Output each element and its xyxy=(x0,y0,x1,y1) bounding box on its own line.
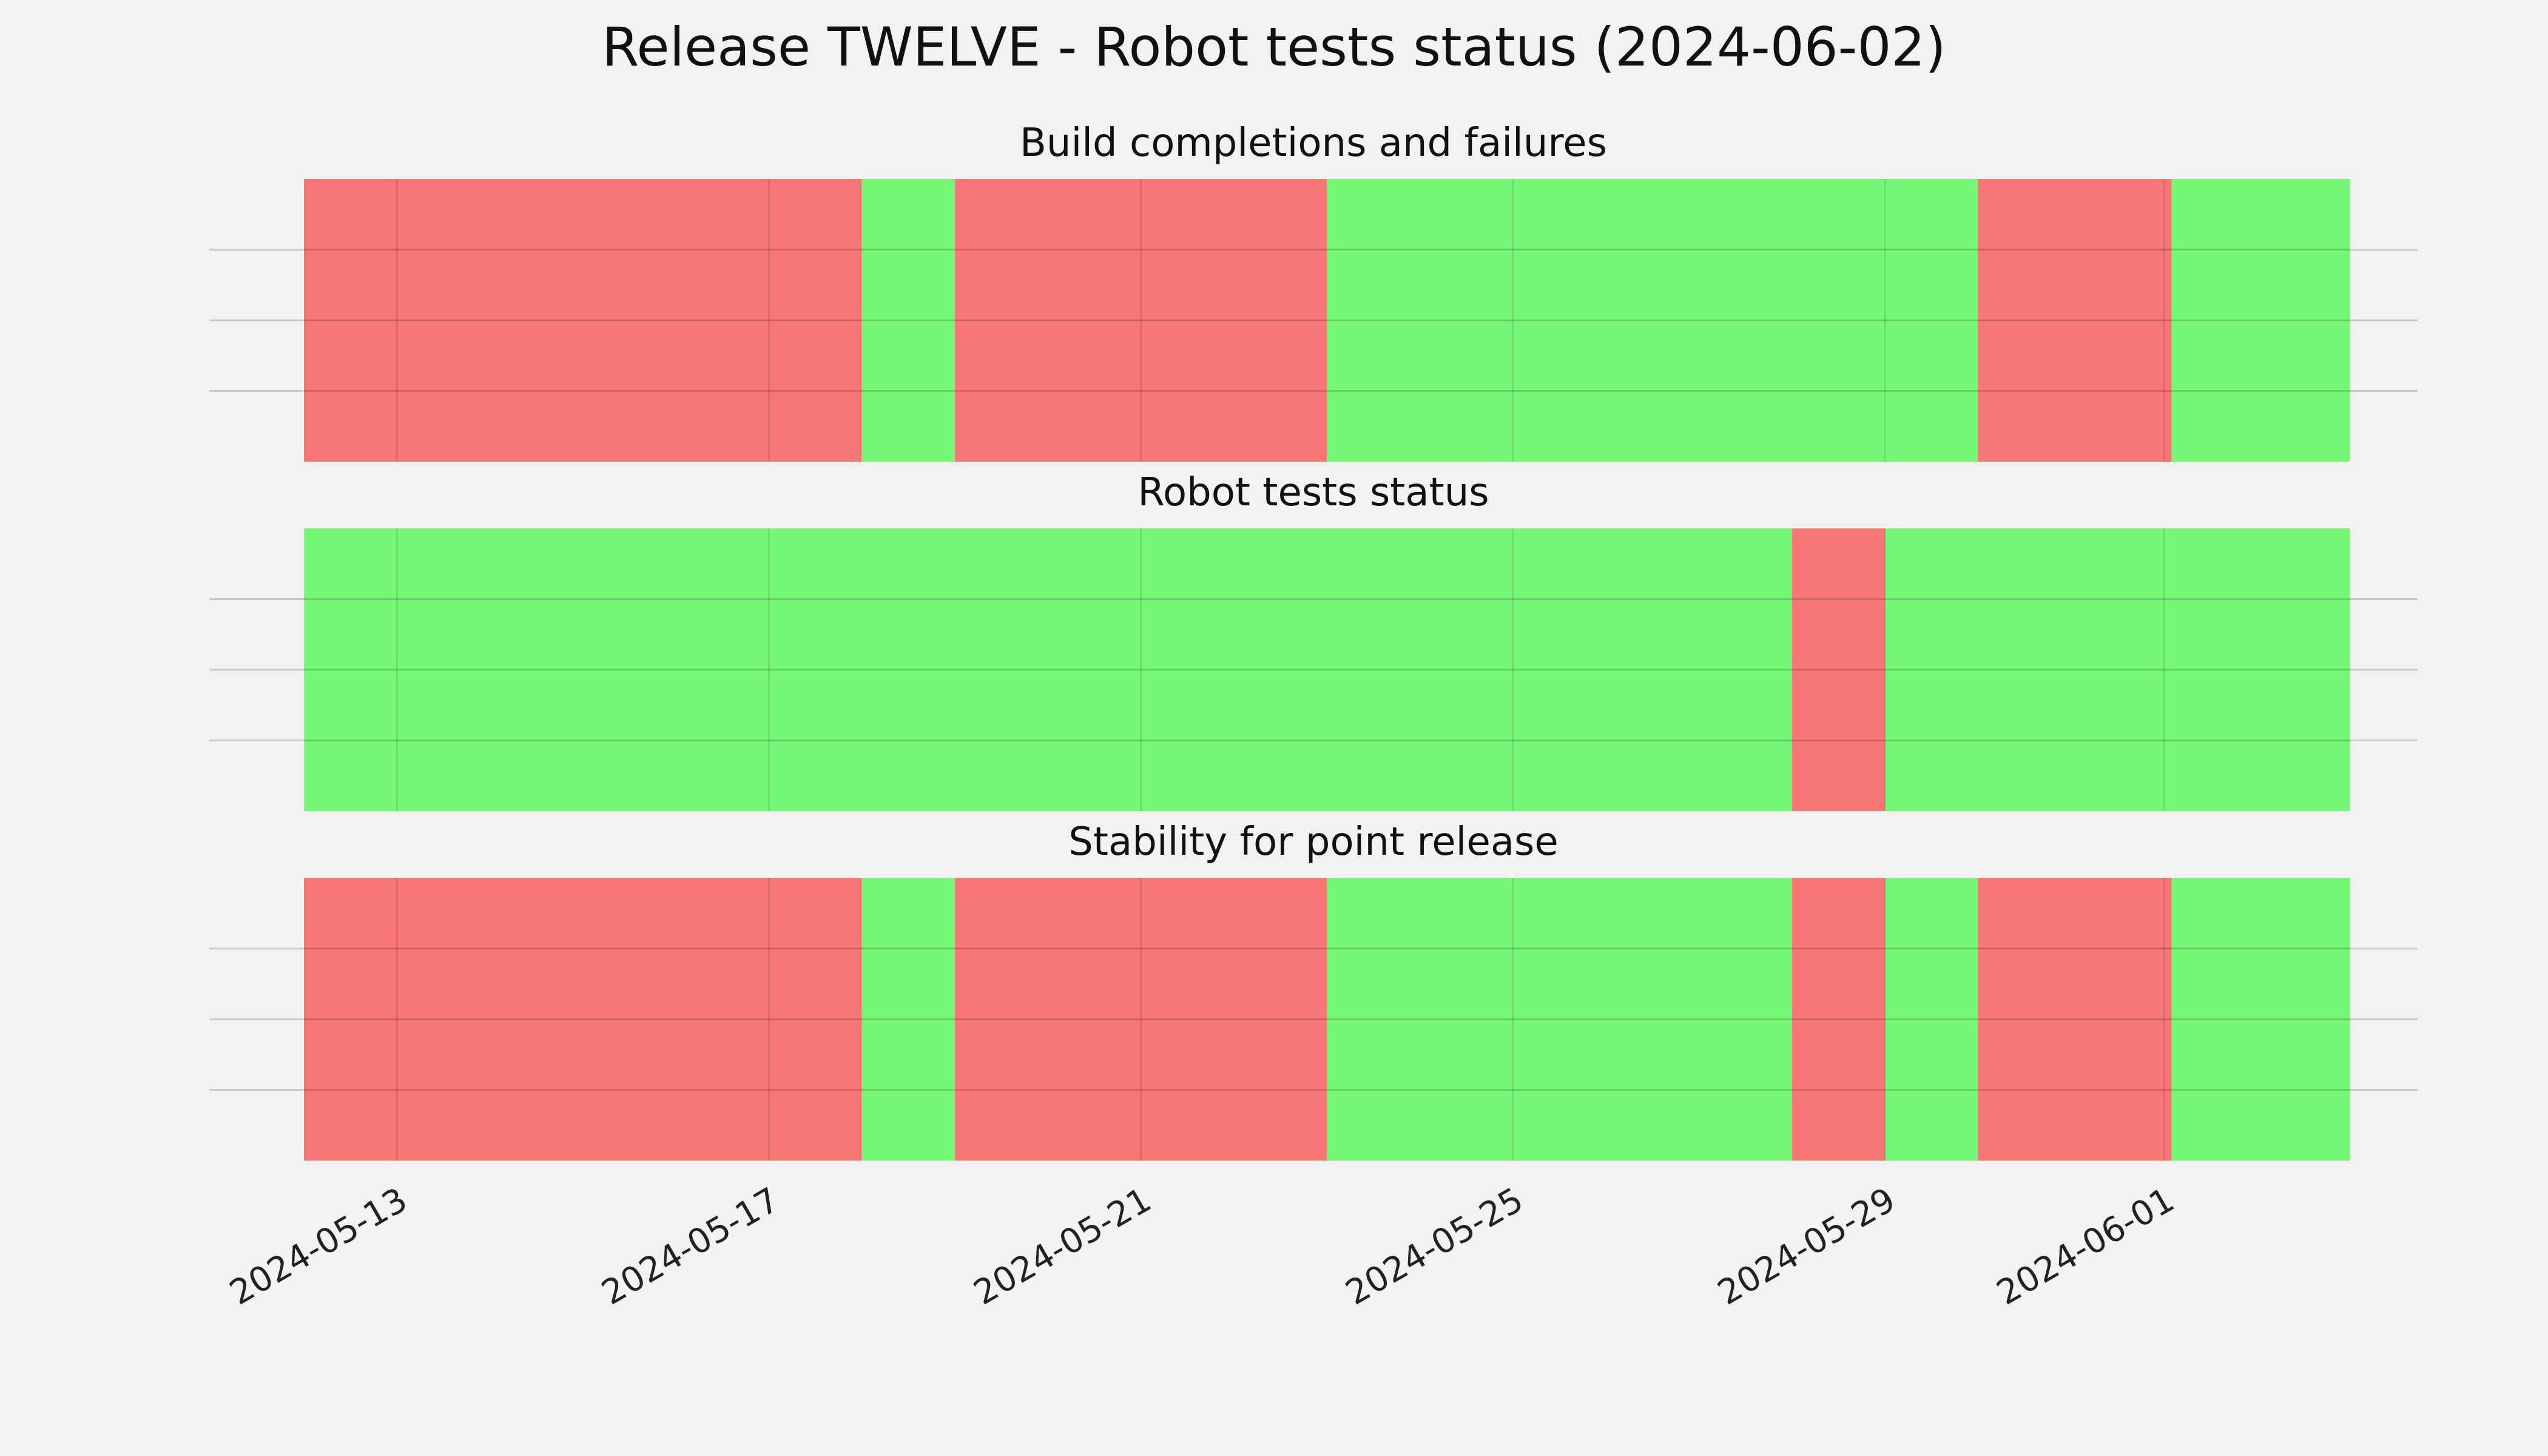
status-segment-pass xyxy=(2171,179,2350,462)
status-segment-pass xyxy=(1327,878,1792,1161)
x-tick-label: 2024-05-21 xyxy=(967,1180,1158,1313)
status-segment-fail xyxy=(1978,179,2172,462)
status-segment-pass xyxy=(1885,528,2350,811)
status-segment-fail xyxy=(1978,878,2172,1161)
x-tick-label: 2024-05-13 xyxy=(223,1180,414,1313)
status-segment-fail xyxy=(304,179,862,462)
panel-title: Stability for point release xyxy=(1068,820,1559,864)
x-tick-label: 2024-05-29 xyxy=(1711,1180,1902,1313)
panel-title: Build completions and failures xyxy=(1020,121,1607,166)
status-segment-fail xyxy=(304,878,862,1161)
x-tick-label: 2024-06-01 xyxy=(1990,1180,2181,1313)
status-segment-fail xyxy=(1791,528,1886,811)
panel-title: Robot tests status xyxy=(1138,470,1489,515)
status-segment-pass xyxy=(1327,179,1978,462)
status-segment-fail xyxy=(955,878,1327,1161)
x-tick-label: 2024-05-17 xyxy=(595,1180,786,1313)
status-segment-pass xyxy=(2171,878,2350,1161)
chart-title: Release TWELVE - Robot tests status (202… xyxy=(602,16,1946,78)
panels: Build completions and failures Robot test… xyxy=(209,121,2418,1161)
x-tick-label: 2024-05-25 xyxy=(1340,1180,1530,1313)
panel-2: Robot tests status xyxy=(209,470,2418,811)
x-axis-ticks: 2024-05-13 2024-05-17 2024-05-21 2024-05-25… xyxy=(223,1180,2181,1313)
status-segment-fail xyxy=(955,179,1327,462)
status-segment-pass xyxy=(1885,878,1978,1161)
panel-1: Build completions and failures xyxy=(209,121,2418,462)
panel-3: Stability for point release xyxy=(209,820,2418,1161)
status-segment-fail xyxy=(1791,878,1886,1161)
status-segment-pass xyxy=(304,528,1792,811)
status-segment-pass xyxy=(861,179,956,462)
status-segment-pass xyxy=(861,878,956,1161)
